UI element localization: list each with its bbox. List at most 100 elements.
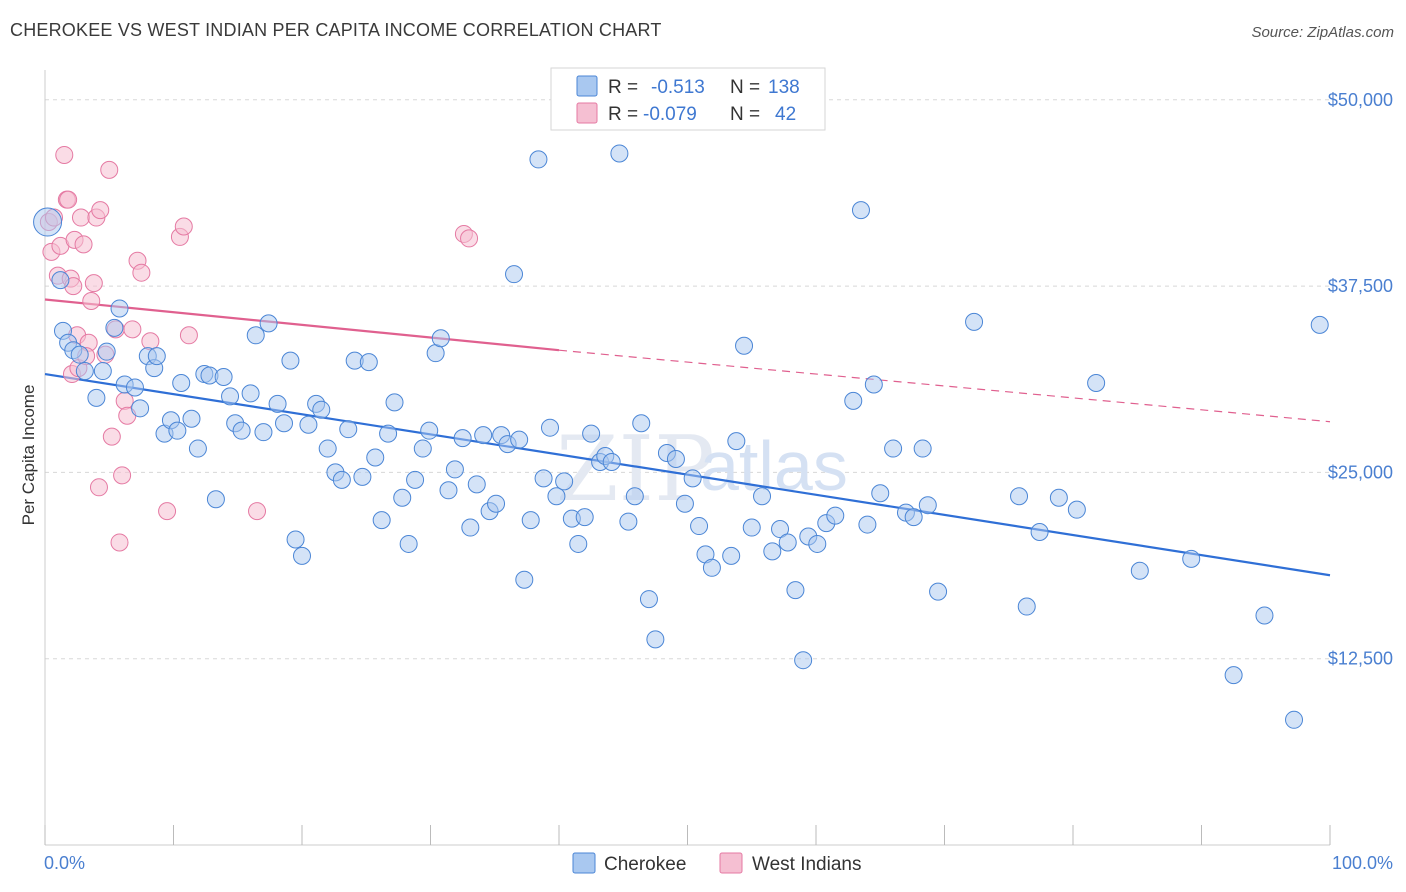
chart-title: CHEROKEE VS WEST INDIAN PER CAPITA INCOM… bbox=[10, 20, 662, 40]
westindian-legend-label: West Indians bbox=[752, 854, 861, 875]
cherokee-point bbox=[286, 530, 305, 549]
cherokee-point bbox=[359, 353, 378, 372]
y-tick-label: $50,000 bbox=[1328, 90, 1393, 110]
cherokee-point bbox=[385, 393, 404, 412]
cherokee-point bbox=[851, 201, 870, 220]
cherokee-point bbox=[353, 467, 372, 486]
cherokee-point bbox=[206, 490, 225, 509]
cherokee-bottom-swatch bbox=[572, 852, 596, 874]
cherokee-point bbox=[332, 470, 351, 489]
cherokee-point bbox=[547, 487, 566, 506]
cherokee-legend-swatch bbox=[576, 75, 598, 97]
westindian-n-value: 42 bbox=[775, 104, 796, 125]
westindian-point bbox=[89, 478, 108, 497]
cherokee-point bbox=[1067, 500, 1086, 519]
cherokee-point bbox=[93, 362, 112, 381]
cherokee-point bbox=[339, 420, 358, 439]
cherokee-point bbox=[70, 345, 89, 364]
cherokee-point bbox=[241, 384, 260, 403]
cherokee-point bbox=[221, 387, 240, 406]
cherokee-point bbox=[318, 439, 337, 458]
cherokee-point bbox=[602, 452, 621, 471]
cherokee-point bbox=[182, 409, 201, 428]
cherokee-point bbox=[913, 439, 932, 458]
cherokee-point bbox=[172, 373, 191, 392]
cherokee-point bbox=[702, 558, 721, 577]
westindian-point bbox=[123, 320, 142, 339]
cherokee-point bbox=[646, 630, 665, 649]
cherokee-point bbox=[131, 399, 150, 418]
cherokee-point bbox=[505, 265, 524, 284]
westindian-point bbox=[55, 145, 74, 164]
cherokee-point bbox=[666, 449, 685, 468]
cherokee-point bbox=[366, 448, 385, 467]
cherokee-point bbox=[75, 362, 94, 381]
cherokee-point bbox=[293, 546, 311, 565]
cherokee-point bbox=[826, 506, 845, 525]
cherokee-point bbox=[1310, 315, 1329, 334]
cherokee-point bbox=[259, 314, 278, 333]
cherokee-point bbox=[1030, 523, 1049, 542]
cherokee-point bbox=[275, 414, 294, 433]
cherokee-point bbox=[413, 439, 432, 458]
cherokee-point bbox=[610, 144, 629, 163]
axes bbox=[44, 70, 1331, 846]
cherokee-point bbox=[214, 368, 233, 387]
westindian-trend-extension bbox=[558, 349, 1331, 423]
cherokee-point bbox=[188, 439, 207, 458]
cherokee-point bbox=[722, 546, 741, 565]
cherokee-point bbox=[1087, 373, 1106, 392]
cherokee-point bbox=[51, 271, 70, 290]
westindian-point bbox=[91, 201, 110, 220]
cherokee-point bbox=[33, 207, 63, 237]
cherokee-n-label: N = bbox=[730, 77, 760, 98]
cherokee-point bbox=[753, 487, 772, 506]
westindian-point bbox=[158, 502, 177, 521]
cherokee-point bbox=[534, 469, 553, 488]
y-tick-label: $37,500 bbox=[1328, 276, 1393, 296]
cherokee-point bbox=[625, 487, 644, 506]
cherokee-point bbox=[690, 517, 709, 536]
cherokee-point bbox=[808, 534, 827, 553]
westindian-point bbox=[74, 235, 93, 254]
cherokee-point bbox=[125, 378, 144, 397]
cherokee-point bbox=[582, 424, 601, 443]
cherokee-point bbox=[232, 421, 251, 440]
cherokee-point bbox=[555, 472, 574, 491]
cherokee-point bbox=[1224, 666, 1243, 685]
cherokee-n-value: 138 bbox=[768, 77, 800, 98]
cherokee-point bbox=[105, 318, 124, 337]
cherokee-point bbox=[529, 150, 548, 169]
y-axis-label: Per Capita Income bbox=[19, 385, 38, 526]
cherokee-point bbox=[299, 415, 318, 434]
cherokee-point bbox=[268, 394, 287, 413]
cherokee-point bbox=[858, 515, 877, 534]
y-tick-labels: $12,500 $25,000 $37,500 $50,000 bbox=[1328, 90, 1393, 669]
cherokee-point bbox=[864, 375, 883, 394]
cherokee-point bbox=[735, 336, 754, 355]
cherokee-point bbox=[168, 421, 187, 440]
cherokee-point bbox=[965, 312, 984, 331]
cherokee-point bbox=[884, 439, 903, 458]
cherokee-r-value: -0.513 bbox=[651, 77, 705, 98]
cherokee-point bbox=[467, 475, 486, 494]
westindian-point bbox=[102, 427, 121, 446]
westindian-point bbox=[179, 326, 198, 345]
cherokee-point bbox=[453, 429, 472, 448]
cherokee-point bbox=[742, 518, 761, 537]
cherokee-point bbox=[794, 651, 813, 670]
cherokee-point bbox=[541, 418, 560, 437]
cherokee-point bbox=[727, 432, 746, 451]
cherokee-point bbox=[521, 511, 540, 530]
westindian-legend-swatch bbox=[576, 102, 598, 124]
y-tick-label: $12,500 bbox=[1328, 649, 1393, 669]
source-label: Source: ZipAtlas.com bbox=[1251, 24, 1394, 41]
cherokee-point bbox=[639, 590, 658, 609]
westindian-point bbox=[132, 263, 151, 282]
cherokee-point bbox=[619, 512, 638, 531]
cherokee-point bbox=[1130, 561, 1149, 580]
cherokee-point bbox=[918, 496, 937, 515]
cherokee-point bbox=[420, 421, 439, 440]
cherokee-point bbox=[510, 430, 529, 449]
